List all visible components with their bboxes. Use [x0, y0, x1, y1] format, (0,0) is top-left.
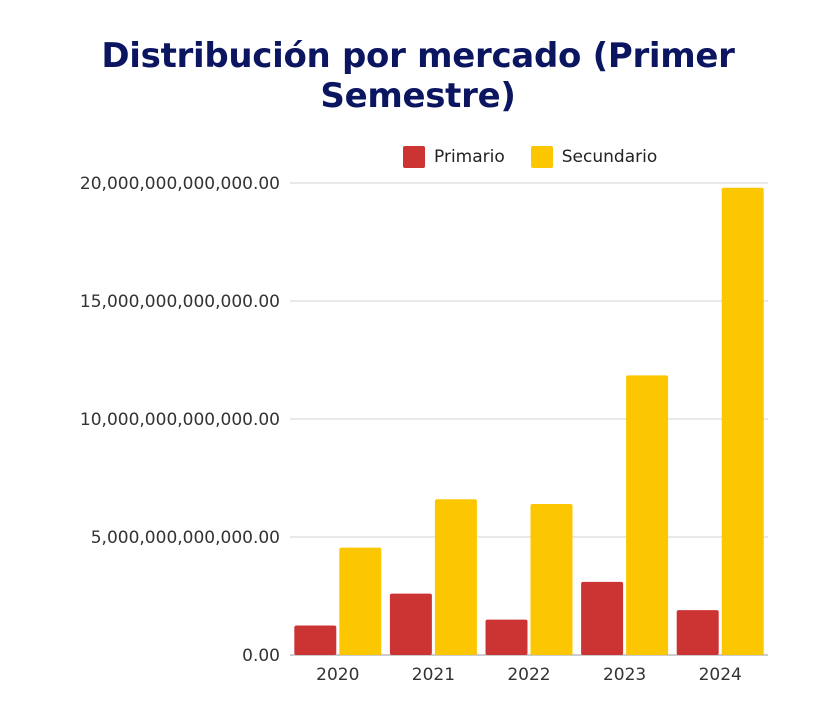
bar-secundario-2021	[434, 499, 477, 655]
x-tick-label: 2020	[316, 665, 359, 685]
bar-primario-2024	[676, 610, 719, 655]
chart-title: Distribución por mercado (Primer Semestr…	[101, 36, 735, 116]
x-tick-label: 2023	[603, 665, 646, 685]
y-tick-label: 15,000,000,000,000.00	[80, 292, 280, 312]
x-tick-label: 2022	[507, 665, 550, 685]
legend: Primario Secundario	[403, 144, 683, 170]
bar-primario-2022	[485, 619, 528, 655]
bar-primario-2023	[581, 581, 624, 655]
x-tick-label: 2021	[412, 665, 455, 685]
legend-item-secundario: Secundario	[530, 146, 658, 168]
y-tick-label: 10,000,000,000,000.00	[80, 410, 280, 430]
legend-label-primario: Primario	[434, 147, 505, 167]
legend-item-primario: Primario	[403, 146, 505, 168]
legend-swatch-secundario	[530, 146, 553, 168]
bar-secundario-2022	[530, 503, 573, 655]
bar-primario-2021	[389, 593, 432, 655]
y-tick-label: 20,000,000,000,000.00	[80, 174, 280, 194]
x-tick-label: 2024	[699, 665, 742, 685]
y-tick-label: 0.00	[242, 646, 280, 666]
bar-primario-2020	[294, 625, 337, 655]
legend-swatch-primario	[403, 146, 425, 168]
bar-secundario-2023	[626, 375, 669, 655]
legend-label-secundario: Secundario	[561, 147, 658, 167]
y-tick-label: 5,000,000,000,000.00	[91, 528, 280, 548]
bar-secundario-2020	[339, 547, 382, 655]
bar-secundario-2024	[721, 187, 764, 655]
